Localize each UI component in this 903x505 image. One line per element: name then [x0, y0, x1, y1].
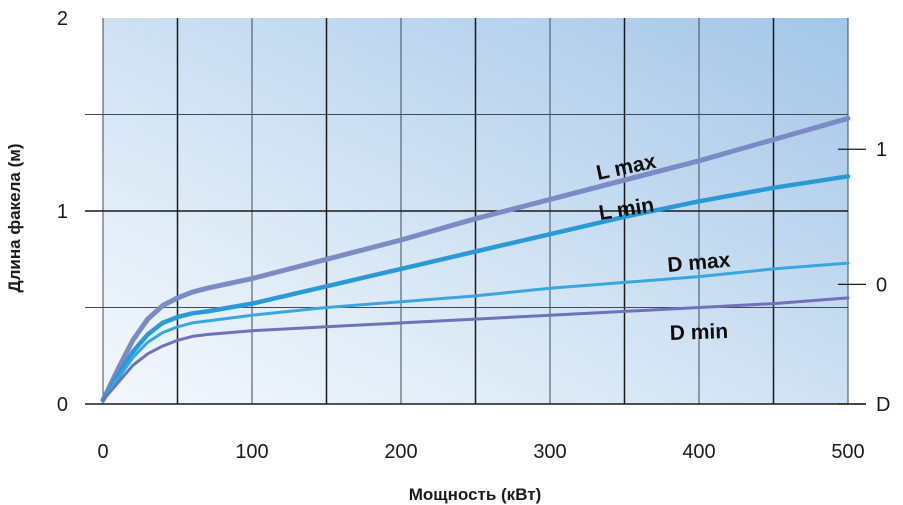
series-line-l-min [100, 174, 851, 403]
x-tick-label: 100 [235, 441, 268, 463]
y-axis-title: Длина факела (м) [5, 144, 24, 293]
x-tick-label: 400 [682, 441, 715, 463]
ticks-group: 0 100 200 300 400 500 0 1 2 1 0 D [57, 8, 891, 463]
y-tick-label: 0 [57, 394, 68, 416]
grid [85, 18, 866, 405]
series-line-l-max [100, 115, 851, 403]
right-axis-tick-label: 0 [876, 274, 887, 296]
series-line-d-max [101, 261, 850, 402]
y-tick-label: 1 [57, 201, 68, 223]
right-axis-tick-label: 1 [876, 139, 887, 161]
x-tick-label: 300 [533, 441, 566, 463]
x-tick-label: 500 [831, 441, 864, 463]
series-label-d-max: D max [666, 249, 731, 277]
series-label-d-min: D min [669, 320, 728, 345]
right-axis-tick-label: D [876, 394, 890, 416]
x-tick-label: 200 [384, 441, 417, 463]
x-axis-title: Мощность (кВт) [409, 485, 541, 504]
x-tick-label: 0 [97, 441, 108, 463]
y-tick-label: 2 [57, 8, 68, 30]
series-line-d-min [101, 296, 850, 402]
series-group [100, 115, 851, 403]
